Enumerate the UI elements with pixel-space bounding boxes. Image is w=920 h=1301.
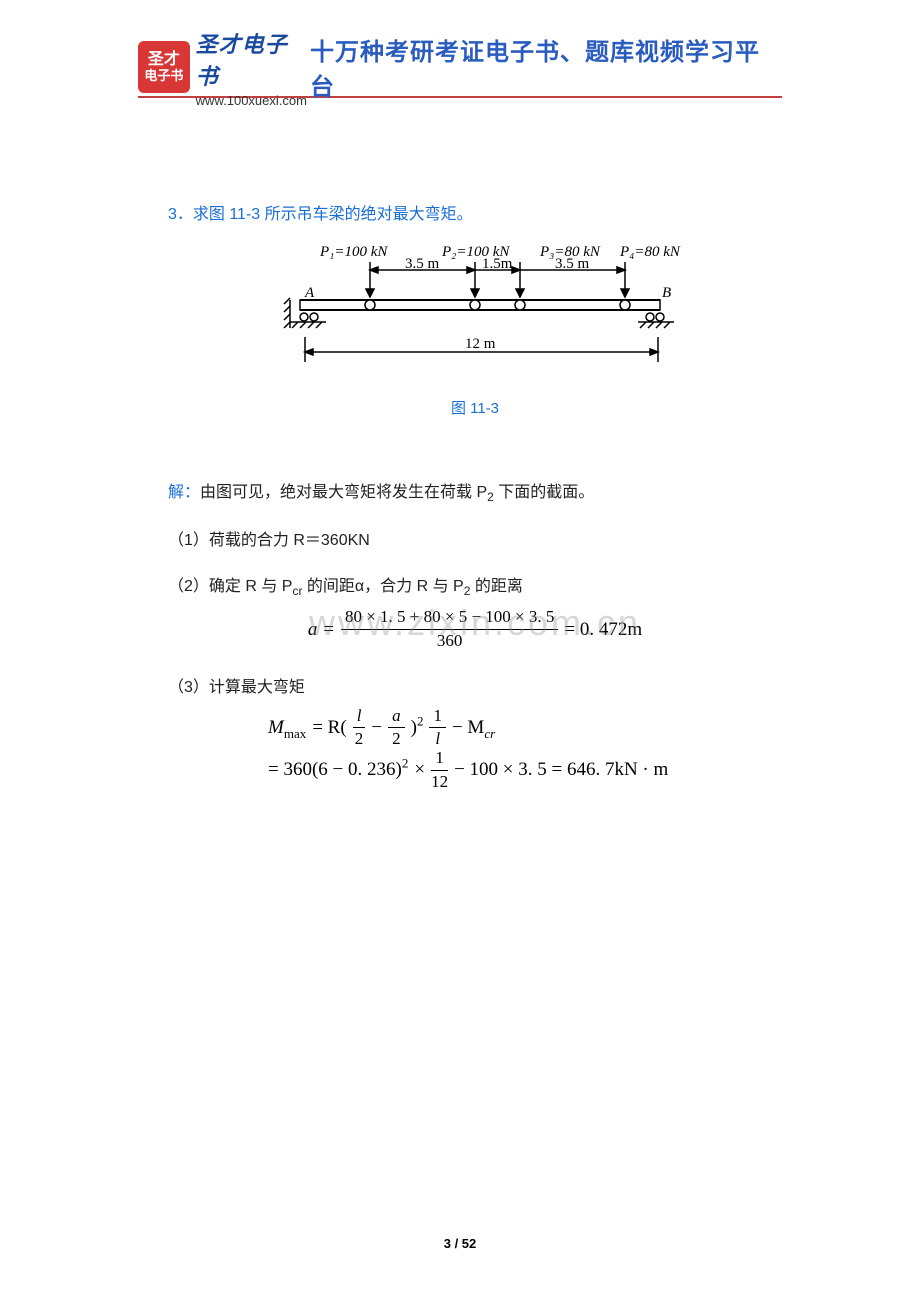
beam-diagram: P₁=100 kN P₂=100 kN P₃=80 kN P₄=80 kN 3.…: [260, 242, 690, 382]
support-a-label: A: [304, 285, 315, 301]
eq-m-f2d: 2: [392, 728, 401, 749]
answer-label: 解：: [168, 484, 200, 501]
dist-12: 3.5 m: [405, 256, 440, 272]
answer-lead-sub: 2: [487, 490, 494, 504]
eq-m-line2: = 360(6 − 0. 236)2 × 1 12 − 100 × 3. 5 =…: [268, 749, 782, 791]
eq-m-f3d: l: [435, 728, 440, 749]
brand-column: 圣才电子书 www.100xuexi.com: [196, 27, 310, 108]
eq-m2-a: = 360(6 − 0. 236): [268, 759, 402, 780]
eq-m-sub: max: [284, 726, 306, 741]
eq-m-c: −: [371, 707, 382, 749]
eq-m-line1: Mmax = R( l 2 − a 2 )2 1 l − Mcr: [268, 707, 782, 749]
logo-text-top: 圣才: [148, 51, 180, 69]
eq-m-f3n: 1: [429, 707, 446, 729]
figure-wrap: P₁=100 kN P₂=100 kN P₃=80 kN P₄=80 kN 3.…: [168, 242, 782, 418]
dist-23: 1.5m: [482, 256, 513, 272]
eq-m-f1n: l: [353, 707, 366, 729]
step2-tail: 的距离: [470, 578, 522, 595]
eq-a-frac: 80 × 1. 5 + 80 × 5 − 100 × 3. 5 360: [341, 608, 558, 650]
eq-m-sup: 2: [417, 714, 424, 729]
step2-mid: 的间距α，合力 R 与 P: [302, 578, 463, 595]
eq-a-num: 80 × 1. 5 + 80 × 5 − 100 × 3. 5: [341, 608, 558, 630]
question-text: 3．求图 11-3 所示吊车梁的绝对最大弯矩。: [168, 200, 782, 224]
equation-a-wrap: www.zixin.com.cn a = 80 × 1. 5 + 80 × 5 …: [168, 608, 782, 650]
eq-m-f2: a 2: [388, 707, 405, 749]
eq-m2-fd: 12: [431, 771, 448, 792]
load-p4-label: P₄=80 kN: [619, 244, 681, 260]
support-b-label: B: [662, 285, 671, 301]
eq-m2-c: − 100 × 3. 5 = 646. 7kN · m: [454, 749, 668, 791]
eq-m-f2n: a: [388, 707, 405, 729]
equation-m: Mmax = R( l 2 − a 2 )2 1 l − Mcr = 360(6…: [268, 707, 782, 792]
eq-m-b: = R(: [312, 707, 346, 749]
brand-url: www.100xuexi.com: [196, 93, 310, 108]
dist-34: 3.5 m: [555, 256, 590, 272]
eq-m2-f: 1 12: [431, 749, 448, 791]
page-content: 3．求图 11-3 所示吊车梁的绝对最大弯矩。 P₁=100 kN P₂=100…: [168, 200, 782, 792]
eq-a-den: 360: [437, 630, 463, 651]
eq-m-e: − M: [452, 717, 484, 738]
load-p1-label: P₁=100 kN: [319, 244, 388, 260]
page-header: 圣才 电子书 圣才电子书 www.100xuexi.com 十万种考研考证电子书…: [138, 38, 782, 98]
logo-text-bottom: 电子书: [144, 69, 183, 83]
eq-m2-fn: 1: [431, 749, 448, 771]
eq-m2-b: ×: [414, 749, 425, 791]
eq-m2-sup: 2: [402, 756, 409, 771]
answer-lead-tail: 下面的截面。: [494, 484, 594, 501]
page-number: 3 / 52: [0, 1236, 920, 1251]
eq-a-lhs: a =: [308, 619, 335, 641]
span-label: 12 m: [465, 336, 496, 352]
eq-a-rhs: = 0. 472m: [564, 619, 642, 641]
step-2: （2）确定 R 与 Pcr 的间距α，合力 R 与 P2 的距离: [168, 572, 782, 598]
eq-m-esub: cr: [484, 726, 495, 741]
step2-sub1: cr: [292, 584, 302, 598]
step-3: （3）计算最大弯矩: [168, 673, 782, 697]
equation-a: a = 80 × 1. 5 + 80 × 5 − 100 × 3. 5 360 …: [308, 608, 642, 650]
eq-m-sym: M: [268, 717, 284, 738]
eq-m-f1: l 2: [353, 707, 366, 749]
eq-m-f3: 1 l: [429, 707, 446, 749]
step2-pre: （2）确定 R 与 P: [168, 578, 292, 595]
brand-logo: 圣才 电子书: [138, 41, 190, 93]
step-1: （1）荷载的合力 R＝360KN: [168, 526, 782, 550]
answer-lead: 解：由图可见，绝对最大弯矩将发生在荷载 P2 下面的截面。: [168, 478, 782, 504]
figure-caption: 图 11-3: [168, 397, 782, 418]
eq-m-f1d: 2: [355, 728, 364, 749]
header-slogan: 十万种考研考证电子书、题库视频学习平台: [310, 32, 782, 102]
brand-title: 圣才电子书: [196, 27, 310, 91]
answer-lead-text: 由图可见，绝对最大弯矩将发生在荷载 P: [200, 484, 487, 501]
